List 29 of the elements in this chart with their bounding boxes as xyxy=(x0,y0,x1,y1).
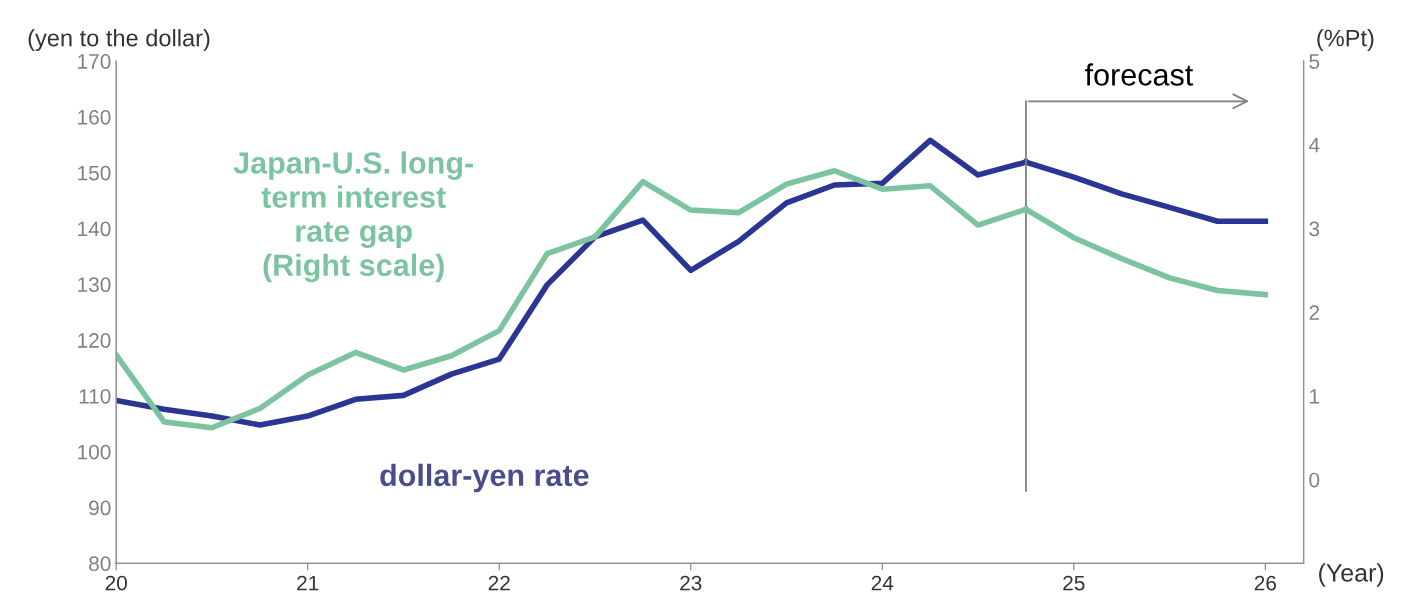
y-tick-label: 130 xyxy=(78,277,111,293)
y-tick-label: 170 xyxy=(78,54,111,69)
x-tick-label: 20 xyxy=(105,575,127,591)
x-tick-label: 24 xyxy=(871,575,894,591)
series-label: Japan-U.S. long-term interest rate gap (Right scale) xyxy=(233,151,473,283)
x-tick-label: 22 xyxy=(488,575,510,591)
x-tick-label: 25 xyxy=(1063,575,1085,591)
y-tick-label: 120 xyxy=(78,333,111,348)
y2-tick-label: 4 xyxy=(1308,138,1320,153)
y2-tick-label: 5 xyxy=(1309,54,1320,69)
x-tick-label: 23 xyxy=(680,575,702,591)
x-tick-label: 26 xyxy=(1254,575,1277,591)
x-tick-label: 21 xyxy=(297,575,319,591)
y-axis-title: (yen to the dollar) xyxy=(28,29,210,52)
y-tick-label: 160 xyxy=(78,109,111,125)
y2-tick-label: 3 xyxy=(1309,221,1320,237)
y-tick-label: 100 xyxy=(78,444,111,460)
y-tick-label: 150 xyxy=(78,165,111,181)
y2-axis-title: (%Pt) xyxy=(1317,29,1374,52)
y-tick-label: 140 xyxy=(78,221,111,237)
ref-line-label: forecast xyxy=(1085,63,1194,86)
text: dollar-yen rate xyxy=(380,463,589,493)
y-tick-label: 80 xyxy=(89,556,111,572)
y2-tick-label: 0 xyxy=(1309,472,1320,488)
x-axis-title: (Year) xyxy=(1319,563,1384,587)
y-tick-label: 90 xyxy=(89,500,111,516)
y-tick-label: 110 xyxy=(79,388,111,404)
y2-tick-label: 2 xyxy=(1309,305,1320,320)
y2-tick-label: 1 xyxy=(1310,389,1320,404)
